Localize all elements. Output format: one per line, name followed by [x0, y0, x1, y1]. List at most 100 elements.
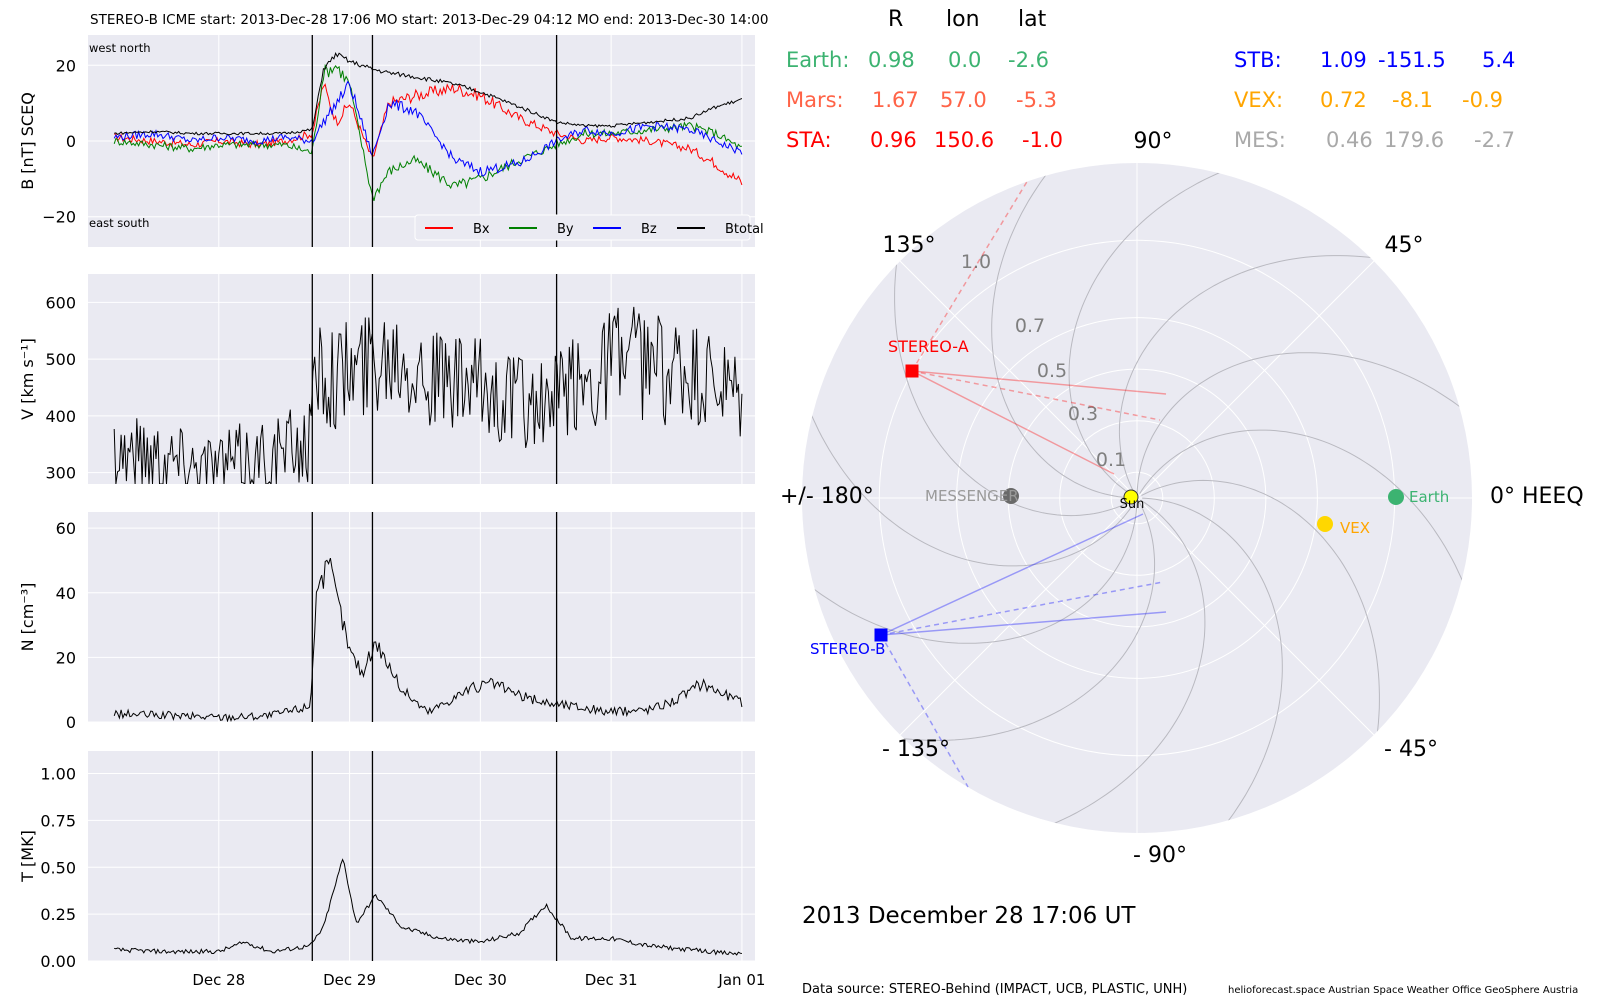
parker-spiral-line	[1118, 255, 1422, 494]
series-line-bx	[114, 83, 743, 186]
pos-mars: Mars: 1.67 57.0 -5.3	[786, 88, 1057, 112]
parker-spiral-line	[1141, 479, 1380, 783]
radial-tick-label: 0.7	[1015, 315, 1045, 337]
data-line	[113, 557, 743, 722]
y-tick-label: 0	[66, 713, 76, 732]
angle-label-45: 45°	[1385, 233, 1424, 258]
legend-label-bz: Bz	[641, 222, 657, 237]
legend-label-bx: Bx	[473, 222, 490, 237]
pos-stb: STB: 1.09 -151.5 5.4	[1234, 48, 1516, 72]
angle-gridline	[1136, 260, 1375, 499]
parker-spiral-line	[1142, 497, 1283, 833]
series-group	[113, 52, 743, 202]
y-tick-label: 40	[56, 584, 76, 603]
series-group	[113, 557, 743, 722]
y-tick-label: 20	[56, 56, 76, 75]
footer-credits: helioforecast.space Austrian Space Weath…	[1228, 985, 1579, 996]
footer-source: Data source: STEREO-Behind (IMPACT, UCB,…	[802, 982, 1188, 997]
parker-spiral-line	[802, 503, 1138, 644]
pos-mes: MES: 0.46 179.6 -2.7	[1234, 128, 1515, 152]
col-header-lat: lat	[1018, 7, 1047, 32]
parker-spirals	[802, 163, 1472, 833]
series-group	[113, 306, 743, 484]
y-axis-label: V [km s⁻¹]	[18, 338, 37, 420]
parker-spiral-line	[852, 502, 1156, 741]
y-tick-label: 600	[45, 293, 76, 312]
x-tick-label: Jan 01	[717, 971, 765, 989]
angle-label-90: 90°	[1134, 129, 1173, 154]
stb-line	[880, 611, 1167, 636]
y-tick-label: 300	[45, 464, 76, 483]
y-tick-label: 0.75	[40, 811, 76, 830]
polar-plot: 0.1 0.30.5 0.7 1.0 Sun Earth VEX MESSENGER STERE…	[780, 129, 1584, 868]
sta-line	[911, 370, 1115, 475]
panel-background	[88, 512, 755, 722]
sta-lines	[911, 179, 1167, 475]
stb-line-dashed	[880, 634, 969, 788]
x-tick-label: Dec 29	[323, 971, 376, 989]
x-tick-label: Dec 28	[192, 971, 245, 989]
header-title: STEREO-B ICME start: 2013-Dec-28 17:06 M…	[90, 12, 769, 28]
legend-label-by: By	[557, 222, 574, 237]
angle-label-minus-45: - 45°	[1384, 737, 1438, 762]
angle-gridline	[899, 497, 1138, 736]
earth-marker	[1388, 489, 1404, 505]
parker-spiral-line	[1068, 163, 1268, 496]
y-tick-label: 1.00	[40, 765, 76, 784]
timeseries-panel-1: 20 0 −20 B [nT] SCEQ west north east south Bx B…	[18, 35, 764, 247]
series-line-btotal	[114, 52, 743, 136]
x-tick-label: Dec 31	[585, 971, 638, 989]
annotation-west-north: west north	[89, 41, 151, 55]
y-axis-label: B [nT] SCEQ	[18, 92, 37, 190]
data-line	[114, 858, 742, 956]
panel-background	[88, 274, 755, 484]
pos-earth: Earth: 0.98 0.0 -2.6	[786, 48, 1049, 72]
y-tick-label: 0.00	[40, 952, 76, 971]
y-axis-label: N [cm⁻³]	[18, 583, 37, 652]
y-tick-label: 0.50	[40, 858, 76, 877]
angle-label-minus-135: - 135°	[882, 737, 950, 762]
data-line	[113, 306, 743, 484]
sun-marker	[1123, 489, 1139, 505]
parker-spiral-line	[802, 367, 1135, 567]
stb-line-dashed	[880, 581, 1164, 636]
legend-label-btotal: Btotal	[725, 222, 764, 237]
radial-tick-label: 0.1	[1096, 449, 1126, 471]
radial-tick-label: 0.3	[1068, 403, 1098, 425]
parker-spiral-line	[894, 213, 1133, 517]
series-line-by	[113, 63, 742, 202]
angle-label-0: 0° HEEQ	[1490, 484, 1584, 509]
y-axis-label: T [MK]	[18, 830, 37, 883]
stereo-b-label: STEREO-B	[810, 640, 885, 658]
series-group	[114, 858, 742, 956]
radial-tick-label: 1.0	[961, 251, 991, 273]
angle-label-minus-90: - 90°	[1133, 843, 1187, 868]
messenger-label: MESSENGER	[925, 487, 1019, 505]
stereo-b-marker	[874, 628, 888, 642]
panel-background	[88, 751, 755, 961]
annotation-east-south: east south	[89, 216, 149, 230]
date-label: 2013 December 28 17:06 UT	[802, 903, 1136, 929]
timeseries-panel-3: 60 40 20 0 N [cm⁻³]	[18, 512, 755, 732]
sta-line-dashed	[911, 370, 1161, 421]
angle-label-135: 135°	[883, 233, 936, 258]
y-tick-label: 0	[66, 132, 76, 151]
messenger-marker	[1003, 488, 1019, 504]
stb-lines	[880, 513, 1167, 788]
vex-label: VEX	[1340, 519, 1370, 537]
parker-spiral-line	[991, 163, 1132, 499]
x-tick-label: Dec 30	[454, 971, 507, 989]
legend-box	[414, 214, 751, 241]
y-tick-label: 500	[45, 350, 76, 369]
stereo-a-marker	[905, 364, 919, 378]
parker-spiral-line	[1006, 500, 1206, 833]
sta-line	[911, 370, 1167, 395]
radial-tick-label: 0.5	[1037, 360, 1067, 382]
y-tick-label: −20	[42, 208, 76, 227]
angle-gridline	[1136, 497, 1375, 736]
pos-vex: VEX: 0.72 -8.1 -0.9	[1234, 88, 1503, 112]
series-line-bz	[113, 80, 743, 177]
sun-label: Sun	[1120, 497, 1145, 512]
sta-line-dashed	[911, 179, 1029, 372]
